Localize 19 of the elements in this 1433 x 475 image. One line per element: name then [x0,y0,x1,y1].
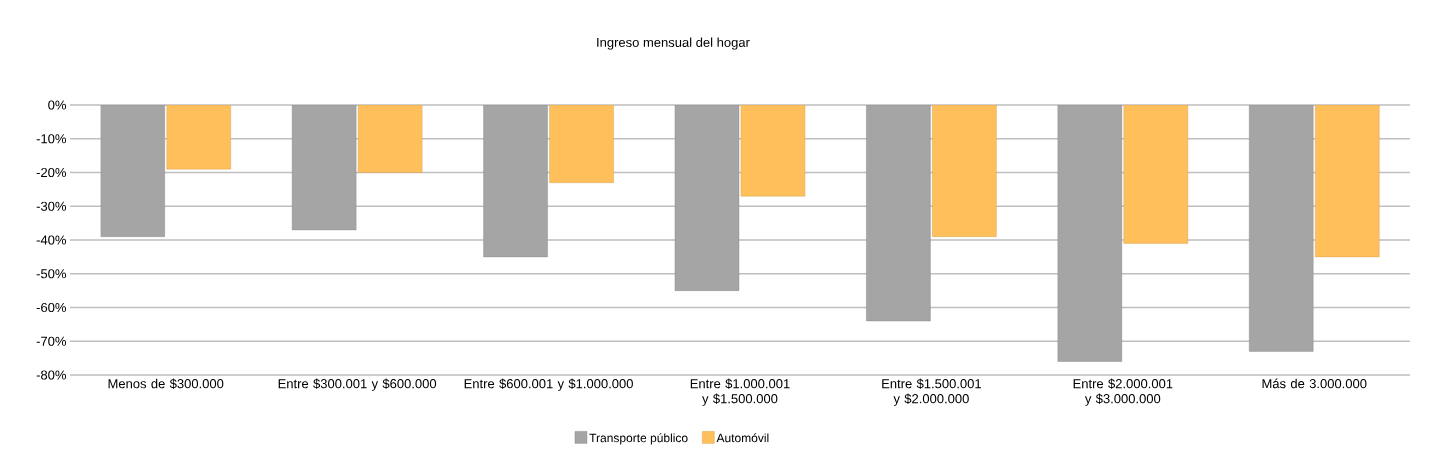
x-tick-label: Entre $600.001 y $1.000.000 [464,378,633,391]
x-tick-label: Más de 3.000.000 [1262,378,1367,389]
x-tick-label: Entre $1.000.001 y $1.500.000 [690,378,790,406]
legend-label: Transporte público [589,433,688,445]
y-tick-label: -30% [36,201,67,211]
x-tick-label: Entre $1.500.001 y $2.000.000 [882,378,981,406]
y-tick-label: -40% [36,235,67,245]
legend-label: Automóvil [716,433,769,443]
x-tick-label: Menos de $300.000 [108,378,224,390]
y-tick-label: -20% [36,167,67,178]
y-tick-label: -60% [36,302,67,313]
x-tick-label: Entre $2.000.001 y $3.000.000 [1073,378,1173,406]
chart-title: Ingreso mensual del hogar [597,37,750,50]
y-tick-label: -10% [36,134,67,144]
y-tick-label: -50% [36,269,67,279]
y-tick-label: -80% [36,370,67,380]
y-tick-label: 0% [48,100,67,110]
x-tick-label: Entre $300.001 y $600.000 [278,378,437,391]
y-tick-label: -70% [36,336,67,346]
